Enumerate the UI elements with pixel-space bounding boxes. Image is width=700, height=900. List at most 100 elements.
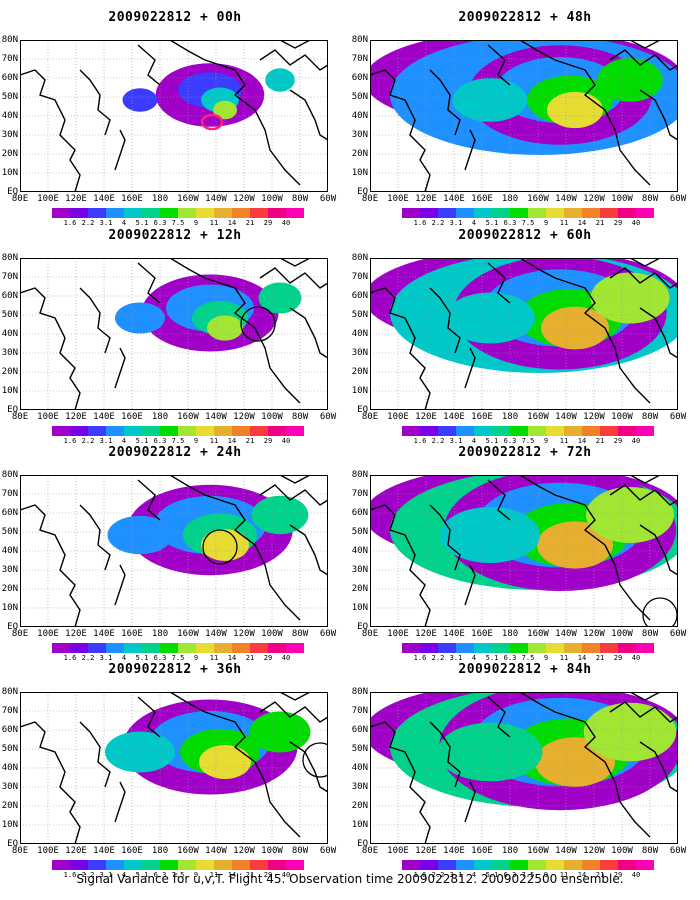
colorbar-label: 1.6 — [413, 437, 427, 445]
colorbar-swatch — [232, 426, 250, 436]
colorbar — [402, 208, 654, 218]
colorbar-swatch — [618, 426, 636, 436]
map-plot — [370, 40, 678, 192]
lon-tick-label: 60W — [319, 412, 337, 422]
lon-tick-label: 80W — [291, 194, 309, 204]
lon-tick-label: 80E — [11, 846, 29, 856]
lon-tick-label: 80W — [641, 194, 659, 204]
lat-tick-label: 40N — [1, 111, 18, 121]
colorbar-swatch — [636, 860, 654, 870]
variance-contour — [541, 306, 609, 350]
colorbar-swatch — [618, 860, 636, 870]
colorbar-label: 4 — [471, 654, 477, 662]
variance-contour — [440, 507, 540, 563]
colorbar-swatch — [546, 860, 564, 870]
colorbar-label: 6.3 — [153, 219, 167, 227]
coastline — [464, 129, 476, 171]
lat-tick-label: 70N — [351, 706, 368, 716]
lon-tick-label: 100E — [37, 846, 59, 856]
variance-field — [370, 40, 678, 155]
lon-tick-label: 180 — [501, 194, 519, 204]
coastline — [137, 479, 161, 521]
coastline — [487, 44, 511, 86]
lon-tick-label: 160W — [527, 629, 549, 639]
colorbar-swatch — [474, 208, 492, 218]
coastline — [259, 267, 328, 289]
lat-tick-label: 60N — [1, 291, 18, 301]
colorbar-swatch — [510, 643, 528, 653]
coastline — [639, 307, 678, 359]
lon-tick-label: 140W — [555, 194, 577, 204]
lon-tick-label: 120E — [65, 412, 87, 422]
colorbar-swatch — [88, 208, 106, 218]
colorbar-label: 11 — [209, 871, 219, 879]
lon-tick-label: 120W — [233, 194, 255, 204]
lat-tick-label: 40N — [1, 329, 18, 339]
lat-tick-label: 30N — [1, 348, 18, 358]
lon-tick-label: 180 — [501, 629, 519, 639]
colorbar-swatch — [196, 426, 214, 436]
map-frame — [370, 475, 678, 627]
lon-tick-label: 180 — [151, 846, 169, 856]
coastline — [609, 701, 678, 723]
lat-tick-label: 50N — [1, 527, 18, 537]
coastline — [114, 347, 126, 389]
colorbar-swatch — [142, 208, 160, 218]
variance-contour — [105, 731, 175, 773]
colorbar-swatch — [52, 643, 70, 653]
colorbar-label: 5.1 — [135, 219, 149, 227]
colorbar-swatch — [52, 860, 70, 870]
colorbar-swatch — [438, 643, 456, 653]
colorbar-label: 11 — [209, 654, 219, 662]
lon-tick-label: 60W — [669, 846, 687, 856]
colorbar-label: 29 — [613, 437, 623, 445]
lon-tick-label: 60W — [669, 629, 687, 639]
colorbar-label: 14 — [227, 219, 237, 227]
colorbar-label: 40 — [631, 437, 641, 445]
colorbar-swatch — [160, 208, 178, 218]
colorbar — [52, 426, 304, 436]
coastline — [629, 692, 661, 701]
lat-tick-label: 60N — [1, 725, 18, 735]
coastline — [289, 741, 328, 793]
lat-tick-label: 20N — [1, 801, 18, 811]
colorbar-swatch — [106, 426, 124, 436]
colorbar-label: 21 — [595, 437, 605, 445]
lon-tick-label: 160E — [121, 412, 143, 422]
colorbar-label: 1.6 — [63, 437, 77, 445]
colorbar-label: 7.5 — [521, 871, 535, 879]
colorbar-label: 1.6 — [413, 219, 427, 227]
lat-tick-label: 10N — [351, 386, 368, 396]
map-panel-48h: 2009022812 + 48h 80N 70N 60N 50N 40N 30N 20N 10N… — [350, 0, 700, 227]
colorbar-label: 6.3 — [153, 871, 167, 879]
coastline — [429, 287, 461, 354]
lat-tick-label: EQ — [357, 622, 368, 632]
colorbar-label: 2.2 — [431, 219, 445, 227]
colorbar-swatch — [582, 643, 600, 653]
lat-tick-label: 50N — [351, 744, 368, 754]
map-plot — [20, 258, 328, 410]
lon-tick-label: 100W — [611, 194, 633, 204]
coastline — [429, 721, 461, 788]
lat-tick-label: 40N — [351, 111, 368, 121]
lon-tick-label: 140W — [205, 194, 227, 204]
colorbar-label: 3.1 — [99, 654, 113, 662]
colorbar-label: 14 — [227, 654, 237, 662]
map-frame — [20, 692, 328, 844]
circle-target-icon — [240, 306, 276, 342]
colorbar-label: 11 — [209, 437, 219, 445]
coastline — [259, 49, 328, 71]
lon-tick-label: 120W — [583, 846, 605, 856]
colorbar — [402, 643, 654, 653]
colorbar-swatch — [250, 643, 268, 653]
colorbar-label: 1.6 — [63, 871, 77, 879]
coastline — [169, 692, 301, 838]
colorbar-swatch — [510, 426, 528, 436]
colorbar-label: 21 — [595, 219, 605, 227]
colorbar-label: 29 — [263, 437, 273, 445]
lat-tick-label: 80N — [351, 253, 368, 263]
colorbar-label: 7.5 — [171, 437, 185, 445]
colorbar-label: 3.1 — [99, 871, 113, 879]
map-panel-00h: 2009022812 + 00h 80N 70N 60N 50N 40N 30N 20N 10N… — [0, 0, 350, 227]
lon-tick-label: 120W — [583, 194, 605, 204]
